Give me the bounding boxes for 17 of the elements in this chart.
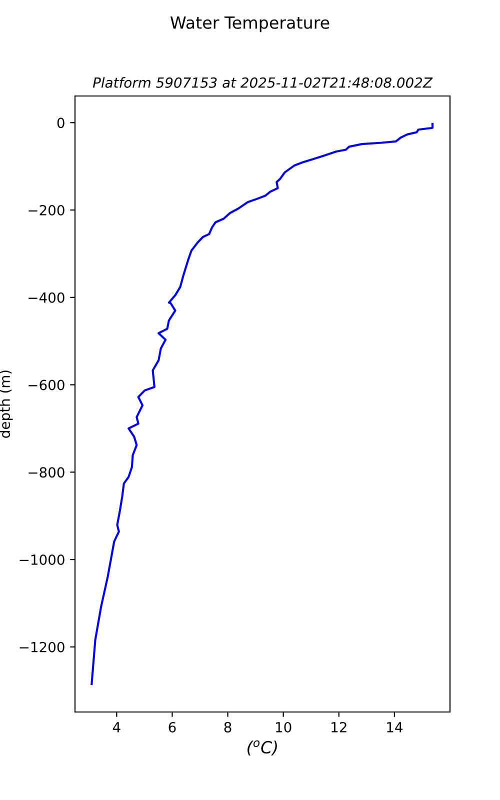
x-tick-label: 6 [168, 722, 176, 732]
x-tick-label: 4 [112, 722, 120, 732]
x-tick-label: 10 [276, 722, 292, 732]
x-tick-label: 8 [224, 722, 232, 732]
chart-title: Water Temperature [170, 16, 330, 32]
y-tick-label: −400 [28, 292, 64, 303]
y-tick-label: −1000 [20, 554, 64, 566]
y-tick-label: 0 [57, 118, 64, 128]
y-tick-label: −200 [28, 204, 64, 216]
y-tick-label: −800 [28, 467, 64, 478]
line-series [90, 122, 434, 686]
y-tick-label: −600 [28, 380, 64, 390]
x-tick-label: 14 [387, 722, 402, 732]
x-axis-title: ($^{o}$C) [248, 740, 277, 756]
x-tick-label: 12 [332, 722, 346, 732]
chart-subtitle: Platform 5907153 at 2025-11-02T21:48:08.002Z [92, 77, 433, 88]
y-tick-label: −1200 [20, 642, 64, 652]
